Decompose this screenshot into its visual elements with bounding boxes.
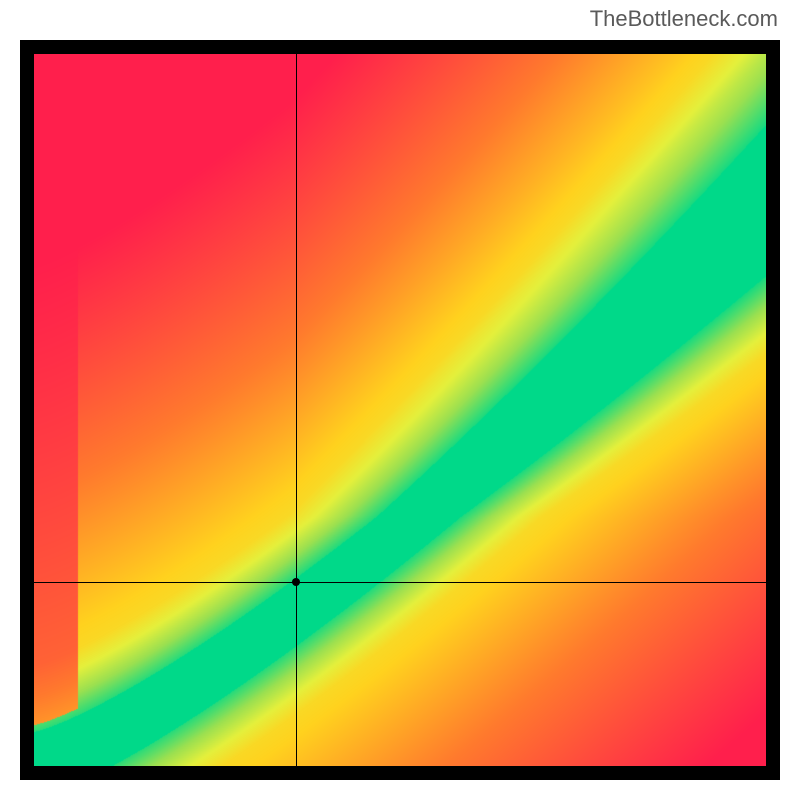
crosshair-vertical-line — [296, 54, 297, 766]
chart-container: TheBottleneck.com — [0, 0, 800, 800]
plot-inner-area — [34, 54, 766, 766]
crosshair-horizontal-line — [34, 582, 766, 583]
heatmap-canvas — [34, 54, 766, 766]
watermark-text: TheBottleneck.com — [590, 6, 778, 32]
plot-outer-frame — [20, 40, 780, 780]
crosshair-dot — [292, 578, 300, 586]
